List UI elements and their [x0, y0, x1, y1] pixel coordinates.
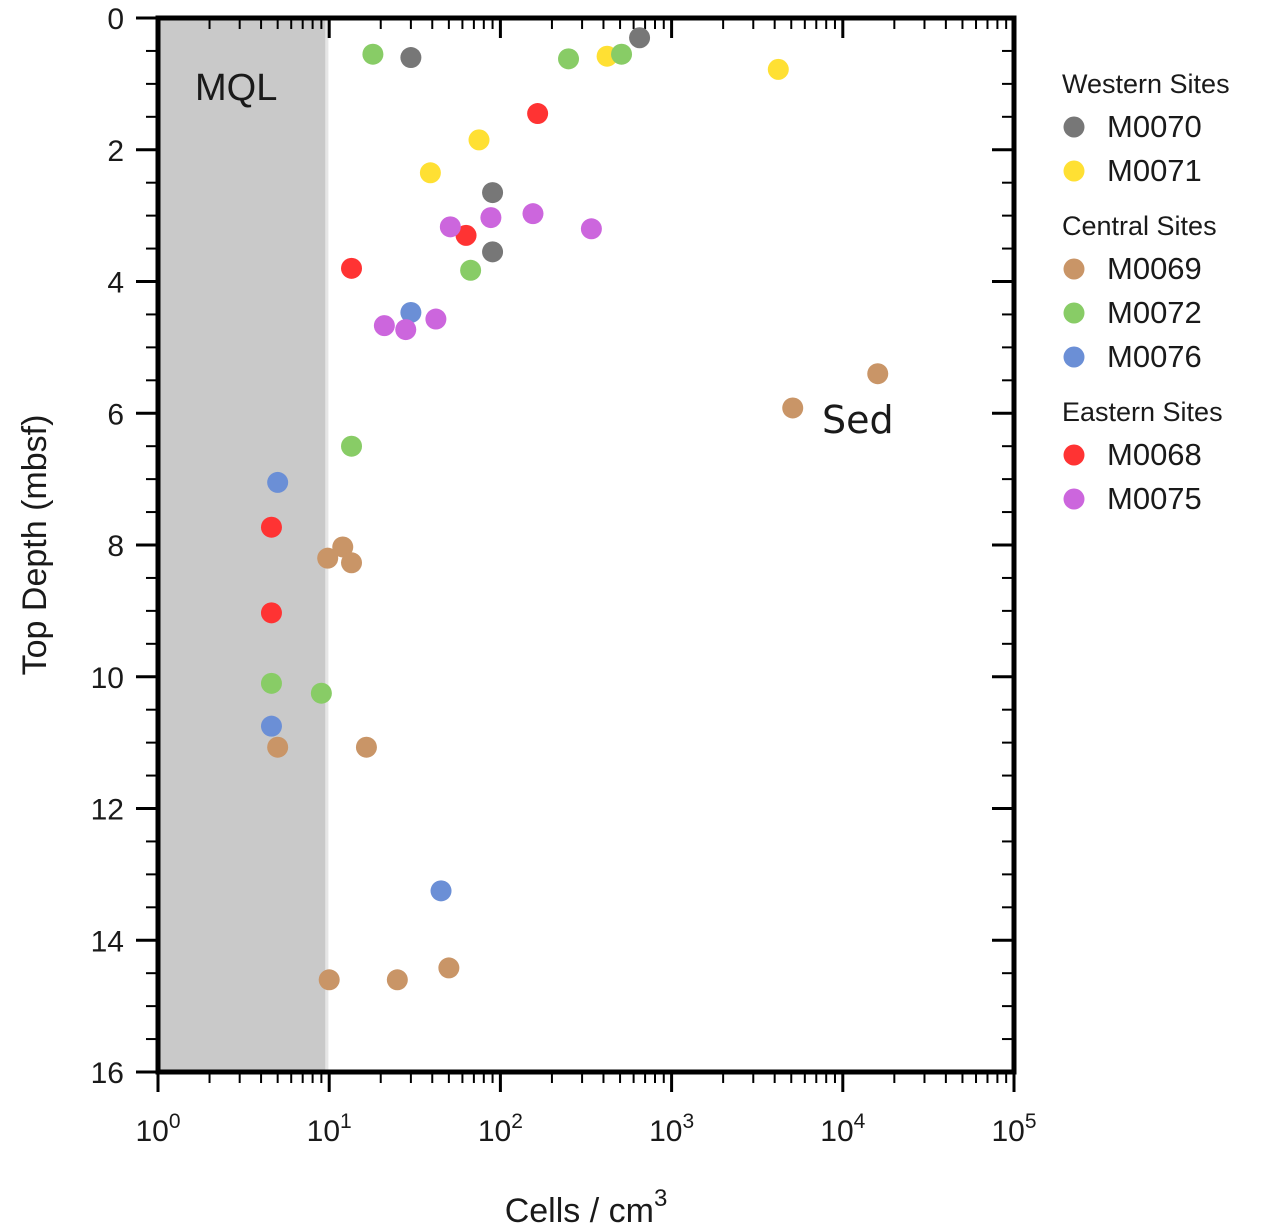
x-tick-label: 104: [820, 1110, 865, 1148]
x-tick-label-exponent: 4: [854, 1110, 866, 1133]
x-tick-label: 101: [307, 1110, 352, 1148]
plot-frame: [155, 15, 1017, 1075]
x-axis-title: Cells / cm3: [505, 1185, 668, 1230]
y-tick-label: 10: [91, 662, 124, 695]
data-point-m0069: [355, 736, 377, 758]
data-point-m0069: [438, 957, 460, 979]
data-point-m0069: [386, 969, 408, 991]
x-axis-title-superscript: 3: [654, 1185, 667, 1212]
data-point-m0069: [318, 969, 340, 991]
data-point-m0076: [430, 880, 452, 902]
legend-marker: [1063, 160, 1085, 182]
data-point-m0069: [782, 397, 804, 419]
y-tick-label: 16: [91, 1057, 124, 1090]
x-tick-label-exponent: 5: [1025, 1110, 1037, 1133]
data-point-m0072: [558, 48, 580, 70]
data-point-m0072: [310, 682, 332, 704]
x-tick-label-exponent: 2: [511, 1110, 523, 1133]
data-point-m0076: [400, 301, 422, 323]
data-point-m0076: [260, 715, 282, 737]
data-point-m0070: [482, 182, 504, 204]
x-tick-label: 105: [991, 1110, 1036, 1148]
y-tick-label: 2: [107, 135, 124, 168]
y-tick-label: 0: [107, 3, 124, 36]
x-tick-label: 103: [649, 1110, 694, 1148]
legend-item-label: M0072: [1107, 295, 1202, 330]
legend-marker: [1063, 444, 1085, 466]
x-tick-label-exponent: 0: [169, 1110, 181, 1133]
data-point-m0070: [629, 27, 651, 49]
x-tick-label-exponent: 3: [682, 1110, 694, 1133]
x-tick-label-base: 10: [307, 1115, 340, 1148]
legend-group-title: Western Sites: [1062, 69, 1230, 99]
data-point-m0075: [373, 315, 395, 337]
sed-label: Sed: [822, 398, 894, 442]
data-point-m0071: [767, 58, 789, 80]
data-point-m0075: [580, 218, 602, 240]
mql-region: [158, 18, 329, 1072]
data-point-m0075: [480, 207, 502, 229]
x-tick-labels: 100 101 102 103 104 105: [135, 1110, 1036, 1148]
data-point-m0071: [468, 129, 490, 151]
mql-label: MQL: [195, 67, 277, 109]
x-tick-label-base: 10: [649, 1115, 682, 1148]
legend-item-label: M0068: [1107, 437, 1202, 472]
x-tick-label-base: 10: [135, 1115, 168, 1148]
x-tick-label: 100: [135, 1110, 180, 1148]
data-point-m0069: [317, 547, 339, 569]
y-tick-label: 6: [107, 398, 124, 431]
legend-item-label: M0071: [1107, 153, 1202, 188]
data-point-m0068: [260, 602, 282, 624]
x-tick-label: 102: [478, 1110, 523, 1148]
legend-item-label: M0075: [1107, 481, 1202, 516]
data-point-m0069: [267, 736, 289, 758]
data-point-m0070: [482, 241, 504, 263]
legend-marker: [1063, 258, 1085, 280]
data-point-m0068: [527, 103, 549, 125]
data-point-m0072: [460, 259, 482, 281]
y-axis-title: Top Depth (mbsf): [16, 415, 54, 676]
data-point-m0071: [419, 162, 441, 184]
data-point-m0075: [425, 308, 447, 330]
data-point-m0072: [611, 43, 633, 65]
data-points: [260, 27, 889, 991]
legend: Western Sites M0070 M0071 Central Sites M006…: [1062, 69, 1230, 516]
x-tick-label-base: 10: [478, 1115, 511, 1148]
data-point-m0072: [260, 672, 282, 694]
legend-item-label: M0070: [1107, 109, 1202, 144]
y-tick-labels: 0 2 4 6 8 10 12 14 16: [91, 3, 124, 1090]
x-tick-label-base: 10: [820, 1115, 853, 1148]
x-tick-label-base: 10: [991, 1115, 1024, 1148]
y-tick-label: 12: [91, 794, 124, 827]
data-point-m0072: [341, 435, 363, 457]
legend-group-title: Central Sites: [1062, 211, 1217, 241]
data-point-m0076: [267, 471, 289, 493]
legend-marker: [1063, 302, 1085, 324]
legend-marker: [1063, 116, 1085, 138]
data-point-m0075: [395, 319, 417, 341]
data-point-m0068: [260, 516, 282, 538]
y-tick-label: 8: [107, 530, 124, 563]
data-point-m0068: [341, 257, 363, 279]
y-tick-label: 4: [107, 267, 124, 300]
data-point-m0075: [522, 203, 544, 225]
data-point-m0072: [362, 43, 384, 65]
legend-item-label: M0076: [1107, 339, 1202, 374]
legend-group-title: Eastern Sites: [1062, 397, 1223, 427]
x-axis-title-text: Cells / cm: [505, 1192, 654, 1230]
data-point-m0070: [400, 47, 422, 69]
mql-shaded-region: [158, 18, 326, 1072]
legend-marker: [1063, 346, 1085, 368]
data-point-m0075: [439, 216, 461, 238]
data-point-m0069: [341, 552, 363, 574]
legend-item-label: M0069: [1107, 251, 1202, 286]
data-point-m0068: [455, 224, 477, 246]
data-point-m0069: [332, 536, 354, 558]
data-point-m0069: [867, 363, 889, 385]
legend-marker: [1063, 488, 1085, 510]
y-tick-label: 14: [91, 925, 124, 958]
x-tick-label-exponent: 1: [340, 1110, 352, 1133]
